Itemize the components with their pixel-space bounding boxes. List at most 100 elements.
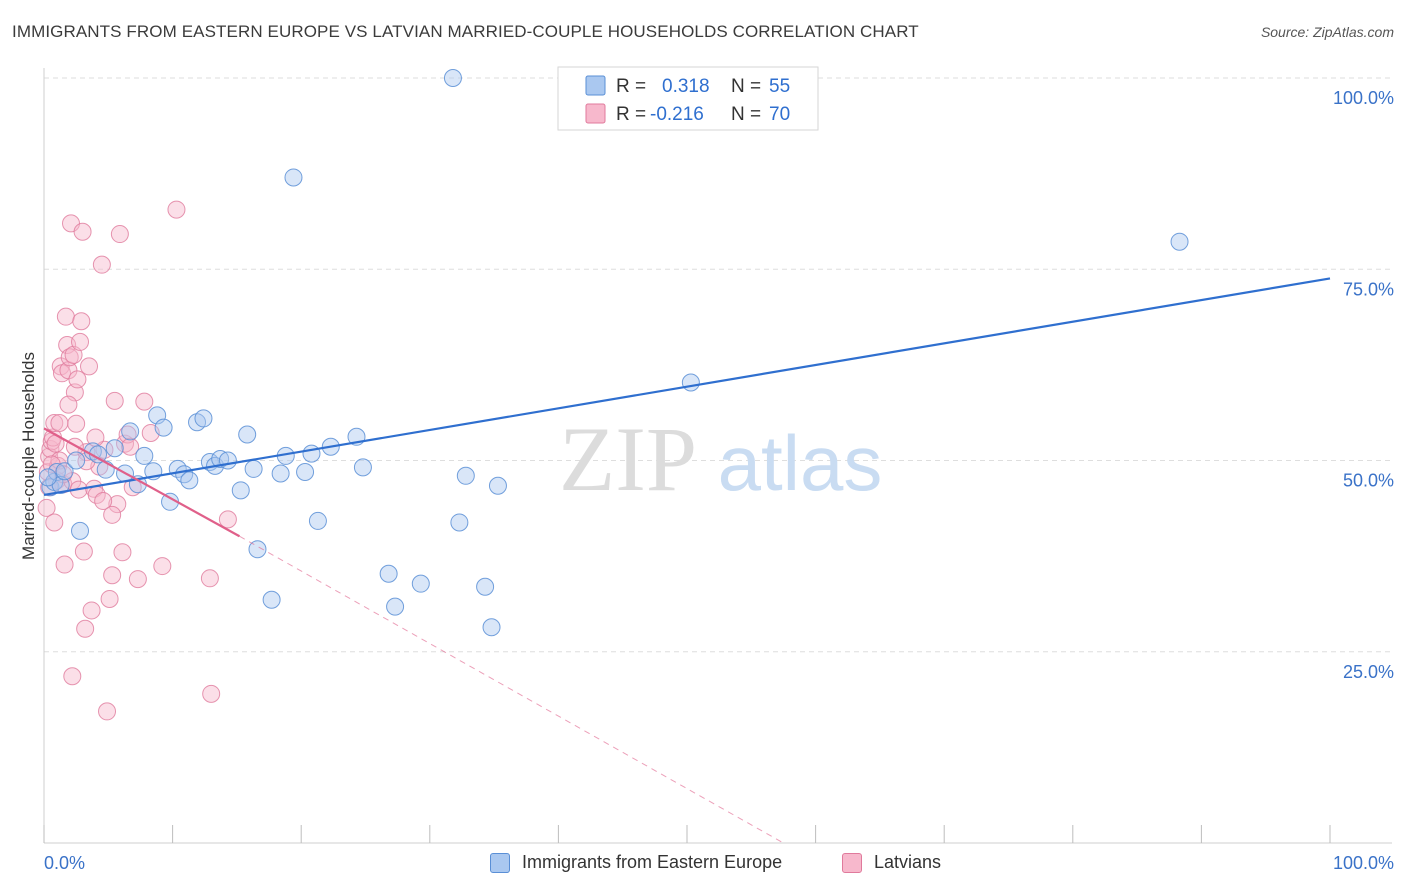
series-legend: Immigrants from Eastern Europe Latvians <box>0 852 1406 878</box>
data-point-eastern-europe <box>386 597 405 616</box>
correlation-legend: R = 0.318 N = 55 R = -0.216 N = 70 <box>557 66 819 131</box>
data-point-eastern-europe <box>248 540 267 559</box>
grid-lines <box>44 77 1392 653</box>
data-point-latvians <box>56 307 75 326</box>
data-point-latvians <box>92 255 111 274</box>
data-point-eastern-europe <box>379 564 398 583</box>
legend-swatch-pink <box>585 103 606 124</box>
data-point-latvians <box>63 667 82 686</box>
axes <box>43 68 1392 844</box>
data-point-latvians <box>45 513 64 532</box>
legend-label: Latvians <box>874 852 942 872</box>
data-point-latvians <box>135 392 154 411</box>
data-point-eastern-europe <box>443 69 462 87</box>
data-point-eastern-europe <box>211 449 230 468</box>
data-point-eastern-europe <box>121 422 140 441</box>
x-tick-label: 100.0% <box>1333 853 1394 873</box>
data-point-eastern-europe <box>482 618 501 637</box>
data-point-eastern-europe <box>105 439 124 458</box>
data-point-eastern-europe <box>284 168 303 187</box>
data-point-latvians <box>103 566 122 585</box>
data-point-eastern-europe <box>71 521 90 540</box>
data-point-eastern-europe <box>38 468 57 487</box>
legend-label: Immigrants from Eastern Europe <box>522 852 783 872</box>
legend-n-value: 70 <box>769 104 790 125</box>
data-point-latvians <box>202 684 221 703</box>
data-point-latvians <box>94 492 113 511</box>
data-point-latvians <box>50 414 69 433</box>
data-point-latvians <box>113 543 132 562</box>
data-point-latvians <box>167 200 186 219</box>
data-point-eastern-europe <box>154 418 173 437</box>
watermark: ZIP atlas <box>559 408 882 510</box>
watermark-zip: ZIP <box>559 408 697 510</box>
data-point-latvians <box>73 222 92 241</box>
y-tick-label: 75.0% <box>1343 279 1394 299</box>
source-label: Source: ZipAtlas.com <box>1260 24 1394 40</box>
legend-r-label: R = <box>616 104 646 125</box>
data-point-eastern-europe <box>135 446 154 465</box>
watermark-atlas: atlas <box>718 419 883 507</box>
data-point-latvians <box>108 495 127 514</box>
tick-labels: 25.0% 50.0% 75.0% 100.0% 0.0% 100.0% <box>44 88 1394 873</box>
series-latvians-points <box>37 200 237 721</box>
data-point-latvians <box>121 437 140 456</box>
data-point-eastern-europe <box>411 574 430 593</box>
data-point-latvians <box>98 702 117 721</box>
legend-n-value: 55 <box>769 76 790 97</box>
data-point-latvians <box>80 357 99 376</box>
data-point-latvians <box>123 478 142 497</box>
data-point-eastern-europe <box>218 451 237 470</box>
trend-line-latvians-extrapolated <box>239 535 784 844</box>
x-tick-label: 0.0% <box>44 853 85 873</box>
data-point-latvians <box>37 498 56 517</box>
data-point-eastern-europe <box>488 476 507 495</box>
data-point-latvians <box>45 414 64 433</box>
data-point-latvians <box>103 505 122 524</box>
data-point-latvians <box>105 391 124 410</box>
data-point-latvians <box>71 332 90 351</box>
trend-line-latvians <box>43 427 241 538</box>
chart-title: IMMIGRANTS FROM EASTERN EUROPE VS LATVIA… <box>12 22 919 41</box>
data-point-eastern-europe <box>244 459 263 478</box>
data-point-latvians <box>100 589 119 608</box>
data-point-eastern-europe <box>271 464 290 483</box>
data-point-eastern-europe <box>476 577 495 596</box>
data-point-latvians <box>74 542 93 561</box>
data-point-eastern-europe <box>681 373 700 392</box>
data-point-latvians <box>55 555 74 574</box>
data-point-eastern-europe <box>302 444 321 463</box>
trend-line-eastern-europe <box>43 277 1331 497</box>
legend-n-label: N = <box>731 76 761 97</box>
data-point-latvians <box>76 619 95 638</box>
data-point-eastern-europe <box>194 409 213 428</box>
data-point-eastern-europe <box>238 425 257 444</box>
series-eastern-europe-points <box>38 69 1189 637</box>
data-point-latvians <box>68 370 87 389</box>
y-tick-label: 100.0% <box>1333 88 1394 108</box>
data-point-latvians <box>128 570 147 589</box>
data-point-eastern-europe <box>353 458 372 477</box>
data-point-latvians <box>110 225 129 244</box>
data-point-eastern-europe <box>450 513 469 532</box>
legend-swatch-blue <box>585 75 606 96</box>
legend-swatch-blue <box>490 852 510 873</box>
data-point-eastern-europe <box>1170 232 1189 251</box>
data-point-eastern-europe <box>96 460 115 479</box>
data-point-eastern-europe <box>67 451 86 470</box>
data-point-latvians <box>82 601 101 620</box>
data-point-latvians <box>218 510 237 529</box>
legend-item-eastern-europe[interactable]: Immigrants from Eastern Europe <box>490 852 782 873</box>
legend-r-value: 0.318 <box>662 76 710 97</box>
data-point-latvians <box>153 557 172 576</box>
data-point-latvians <box>59 395 78 414</box>
legend-item-latvians[interactable]: Latvians <box>842 852 941 873</box>
data-point-eastern-europe <box>456 466 475 485</box>
data-point-eastern-europe <box>296 462 315 481</box>
data-point-eastern-europe <box>308 511 327 530</box>
data-point-latvians <box>64 345 83 364</box>
data-point-eastern-europe <box>180 471 199 490</box>
y-axis-label: Married-couple Households <box>19 352 38 560</box>
data-point-latvians <box>200 569 219 588</box>
